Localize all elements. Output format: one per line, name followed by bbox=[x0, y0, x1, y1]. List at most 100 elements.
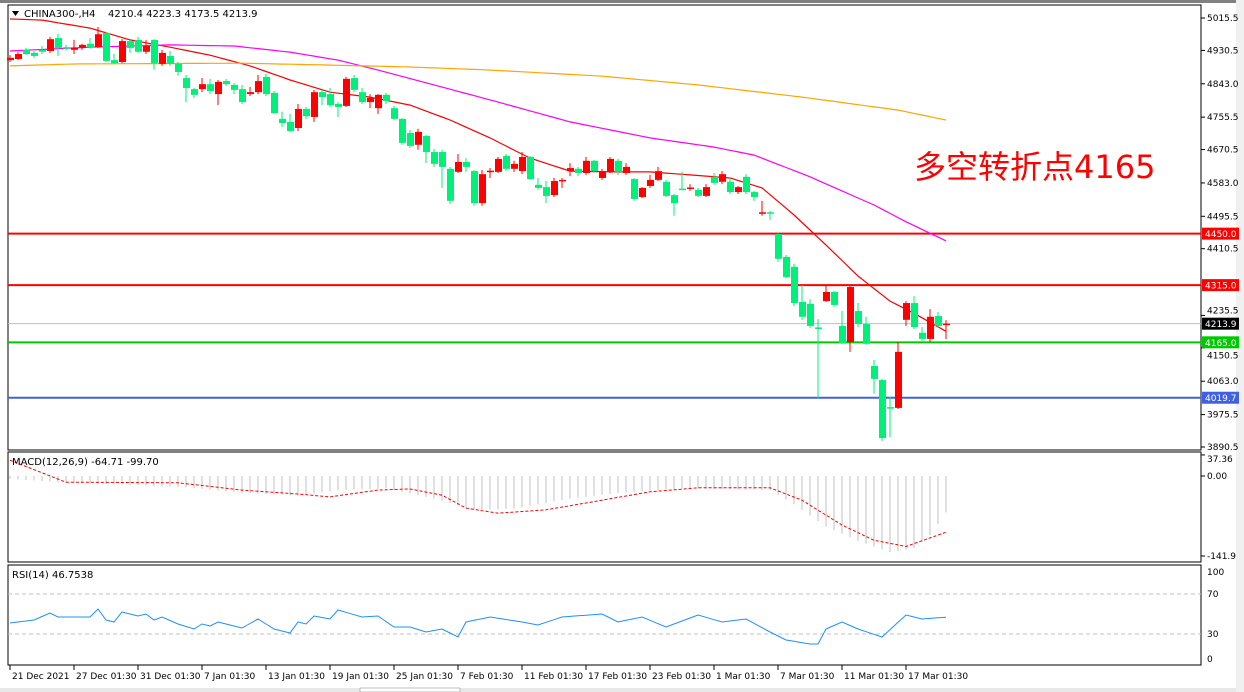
candle-body bbox=[671, 195, 678, 204]
ohlc-readout: 4210.4 4223.3 4173.5 4213.9 bbox=[108, 9, 258, 20]
candle-body bbox=[407, 132, 414, 146]
candle-body bbox=[791, 266, 798, 304]
candle-body bbox=[159, 52, 166, 64]
bear-candle bbox=[463, 158, 470, 172]
macd-tick-label: 0.00 bbox=[1207, 472, 1227, 482]
price-tick-label: 4063.0 bbox=[1207, 377, 1239, 387]
candle-body bbox=[423, 136, 430, 153]
bull-candle bbox=[495, 156, 502, 174]
candle-body bbox=[815, 327, 822, 329]
price-tick-label: 4583.0 bbox=[1207, 179, 1239, 189]
bull-candle bbox=[519, 152, 526, 175]
bull-candle bbox=[71, 39, 78, 55]
bear-candle bbox=[31, 50, 38, 58]
bull-candle bbox=[79, 43, 86, 50]
bear-candle bbox=[191, 87, 198, 98]
time-tick-label: 13 Jan 01:30 bbox=[268, 672, 325, 682]
candle-body bbox=[799, 301, 806, 317]
chart-tab[interactable] bbox=[359, 687, 461, 692]
price-tag-label: 4315.0 bbox=[1205, 282, 1237, 292]
candle-body bbox=[79, 44, 86, 48]
bull-candle bbox=[247, 86, 254, 96]
candle-body bbox=[183, 78, 190, 88]
candle-body bbox=[831, 291, 838, 305]
bull-candle bbox=[551, 177, 558, 198]
macd-pane[interactable]: 37.36 0.00 -141.9 bbox=[7, 451, 1236, 563]
bear-candle bbox=[87, 38, 94, 49]
time-tick-label: 23 Feb 01:30 bbox=[652, 672, 711, 682]
bear-candle bbox=[879, 378, 886, 442]
bear-candle bbox=[871, 359, 878, 394]
candle-body bbox=[647, 179, 654, 186]
bear-candle bbox=[279, 111, 286, 127]
bear-candle bbox=[151, 39, 158, 70]
bear-candle bbox=[423, 134, 430, 164]
candle-body bbox=[335, 103, 342, 108]
bear-candle bbox=[663, 179, 670, 198]
bear-candle bbox=[807, 299, 814, 328]
candle-body bbox=[743, 176, 750, 193]
bear-candle bbox=[695, 187, 702, 198]
bull-candle bbox=[927, 309, 934, 342]
candle-body bbox=[263, 76, 270, 95]
candle-body bbox=[767, 212, 774, 214]
bull-candle bbox=[735, 185, 742, 194]
bear-candle bbox=[591, 160, 598, 172]
bull-candle bbox=[215, 79, 222, 106]
bear-candle bbox=[775, 233, 782, 262]
bear-candle bbox=[127, 39, 134, 53]
price-tick-label: 4235.5 bbox=[1207, 307, 1239, 317]
bear-candle bbox=[359, 87, 366, 104]
bear-candle bbox=[39, 46, 46, 55]
bull-candle bbox=[415, 128, 422, 150]
price-pane[interactable]: 5015.5 4930.5 4843.0 4755.5 4670.5 4583.0 4495… bbox=[7, 4, 1239, 453]
candle-body bbox=[567, 168, 574, 172]
right-edge bbox=[1236, 0, 1244, 692]
bull-candle bbox=[199, 78, 206, 93]
candle-body bbox=[607, 158, 614, 172]
candle-body bbox=[359, 92, 366, 103]
price-tag-label: 4165.0 bbox=[1205, 339, 1237, 349]
candle-body bbox=[143, 46, 150, 52]
candle-body bbox=[727, 181, 734, 193]
candle-body bbox=[375, 94, 382, 109]
candle-body bbox=[903, 303, 910, 320]
time-tick-label: 19 Jan 01:30 bbox=[332, 672, 389, 682]
rsi-line bbox=[9, 608, 947, 645]
bull-candle bbox=[607, 156, 614, 174]
bear-candle bbox=[535, 177, 542, 190]
price-tag-label: 4450.0 bbox=[1205, 230, 1237, 240]
macd-label: MACD(12,26,9) -64.71 -99.70 bbox=[12, 457, 159, 468]
candle-body bbox=[735, 187, 742, 193]
menu-triangle-icon[interactable] bbox=[12, 11, 19, 16]
time-tick-label: 11 Feb 01:30 bbox=[524, 672, 583, 682]
candle-body bbox=[751, 192, 758, 198]
bear-candle bbox=[239, 84, 246, 104]
bull-candle bbox=[703, 184, 710, 198]
macd-tick-label: 37.36 bbox=[1207, 455, 1233, 465]
candle-body bbox=[255, 81, 262, 93]
candle-body bbox=[559, 179, 566, 182]
candle-body bbox=[279, 118, 286, 124]
candle-body bbox=[303, 108, 310, 117]
price-tick-label: 5015.5 bbox=[1207, 14, 1239, 24]
candle-body bbox=[215, 81, 222, 95]
bear-candle bbox=[231, 83, 238, 95]
rsi-tick-label: 100 bbox=[1207, 568, 1224, 578]
bear-candle bbox=[63, 44, 70, 51]
candle-body bbox=[47, 39, 54, 51]
bull-candle bbox=[903, 301, 910, 326]
bull-candle bbox=[455, 153, 462, 174]
candle-body bbox=[23, 49, 30, 55]
price-tick-label: 4495.5 bbox=[1207, 212, 1239, 222]
candle-body bbox=[287, 121, 294, 132]
bear-candle bbox=[471, 169, 478, 206]
bull-candle bbox=[895, 341, 902, 410]
rsi-pane[interactable]: 100 70 30 0 bbox=[7, 564, 1224, 666]
bear-candle bbox=[751, 190, 758, 201]
candle-body bbox=[479, 174, 486, 204]
candle-body bbox=[711, 176, 718, 183]
time-tick-label: 31 Dec 01:30 bbox=[140, 672, 201, 682]
candle-body bbox=[871, 365, 878, 379]
candle-body bbox=[111, 60, 118, 64]
